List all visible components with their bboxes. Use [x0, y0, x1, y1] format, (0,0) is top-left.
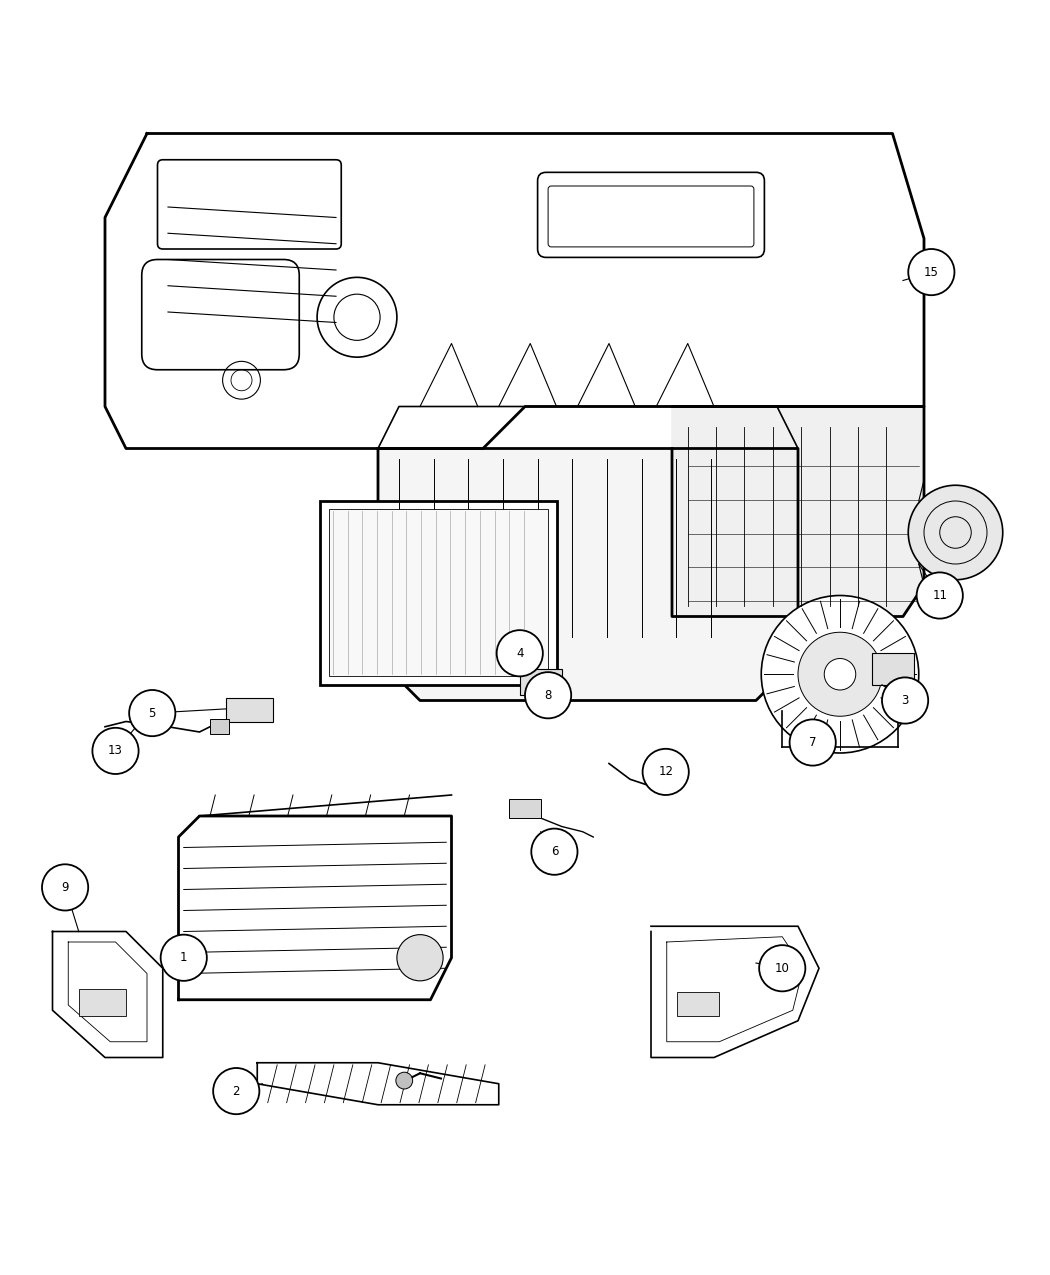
Circle shape [92, 728, 139, 774]
Circle shape [824, 658, 856, 690]
Text: 7: 7 [808, 736, 817, 748]
Circle shape [161, 935, 207, 980]
Text: 4: 4 [516, 646, 524, 659]
Polygon shape [378, 449, 798, 700]
Circle shape [908, 249, 954, 296]
Text: 8: 8 [544, 688, 552, 701]
Bar [320, 501, 556, 685]
Circle shape [213, 1068, 259, 1114]
Circle shape [759, 945, 805, 992]
Circle shape [882, 677, 928, 724]
Text: 12: 12 [658, 765, 673, 779]
Text: 5: 5 [148, 706, 156, 719]
Polygon shape [257, 1063, 499, 1104]
Text: 2: 2 [232, 1085, 240, 1098]
Polygon shape [178, 816, 452, 1000]
Bar [520, 669, 562, 695]
Text: 10: 10 [775, 961, 790, 975]
Circle shape [525, 672, 571, 718]
Circle shape [396, 1072, 413, 1089]
Circle shape [531, 829, 578, 875]
Circle shape [643, 748, 689, 796]
Polygon shape [52, 932, 163, 1057]
Circle shape [798, 632, 882, 717]
Text: 9: 9 [61, 881, 69, 894]
Bar [872, 653, 914, 685]
Circle shape [790, 719, 836, 765]
Bar [210, 719, 229, 734]
Bar [677, 992, 719, 1015]
Text: 1: 1 [180, 951, 188, 964]
Bar [79, 989, 126, 1015]
Circle shape [908, 486, 1003, 580]
Bar [509, 799, 541, 819]
Polygon shape [651, 926, 819, 1057]
Text: 11: 11 [932, 589, 947, 602]
Text: 3: 3 [901, 694, 909, 708]
Circle shape [761, 595, 919, 754]
Circle shape [42, 864, 88, 910]
Circle shape [497, 630, 543, 676]
Text: 15: 15 [924, 265, 939, 279]
Circle shape [917, 572, 963, 618]
Text: 13: 13 [108, 745, 123, 757]
Polygon shape [105, 134, 924, 449]
Circle shape [129, 690, 175, 736]
Polygon shape [672, 407, 924, 617]
Bar [329, 510, 548, 676]
Circle shape [397, 935, 443, 980]
Text: 6: 6 [550, 845, 559, 858]
Bar [226, 699, 273, 722]
